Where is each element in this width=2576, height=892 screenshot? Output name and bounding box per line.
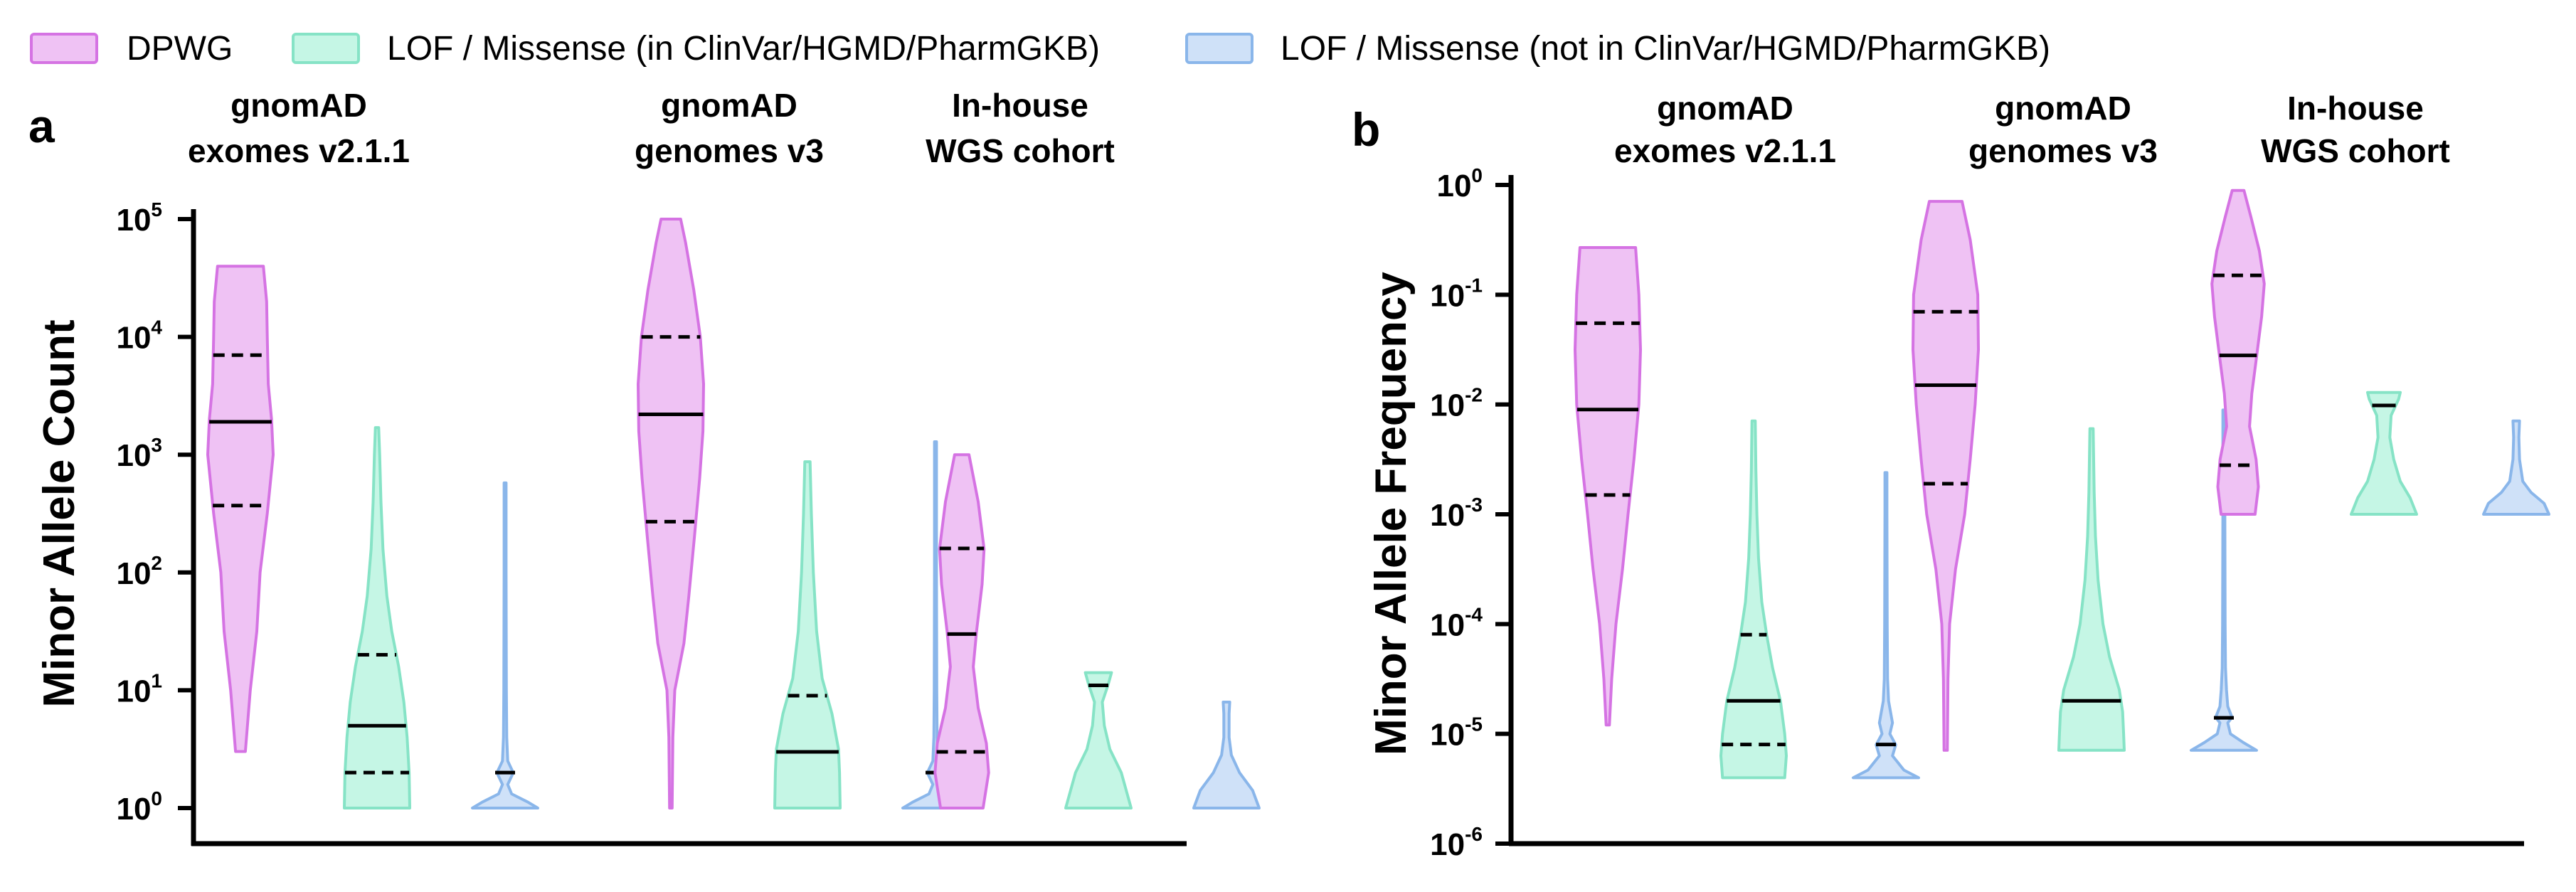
legend-label-in-clinvar: LOF / Missense (in ClinVar/HGMD/PharmGKB…	[387, 30, 1100, 68]
group-title-a-inhouse-1: WGS cohort	[926, 132, 1115, 169]
legend-swatch-dpwg	[30, 33, 98, 64]
violin-b-genomes-in-clinvar	[2057, 427, 2126, 752]
group-title-a-genomes-0: gnomAD	[661, 87, 797, 124]
panel-b-chart: 10-6 10-5 10-4 10-3 10-2 10-1 100 Minor Allele …	[1367, 90, 2550, 862]
y-tick-label-b-1: 10-5	[1430, 713, 1483, 753]
y-tick-label-b-6: 100	[1436, 164, 1483, 203]
group-title-a-inhouse-0: In-house	[952, 87, 1088, 124]
violin-b-exomes-in-clinvar	[1719, 419, 1788, 780]
y-tick-label-b-5: 10-1	[1430, 274, 1483, 313]
y-tick-label-b-0: 10-6	[1430, 823, 1483, 862]
y-tick-label-b-3: 10-3	[1430, 494, 1483, 533]
violin-b-genomes-dpwg	[1912, 200, 1980, 752]
legend-swatch-in-clinvar	[292, 33, 360, 64]
legend-item-not-in-clinvar: LOF / Missense (not in ClinVar/HGMD/Phar…	[1185, 30, 2050, 68]
violin-a-inhouse-not-in-clinvar	[1192, 701, 1261, 809]
legend-label-not-in-clinvar: LOF / Missense (not in ClinVar/HGMD/Phar…	[1281, 30, 2050, 68]
panel-letter-b: b	[1352, 103, 1380, 156]
y-tick-label-a-3: 103	[116, 434, 162, 473]
legend-label-dpwg: DPWG	[127, 30, 233, 68]
group-title-b-inhouse-0: In-house	[2287, 90, 2424, 127]
violin-a-inhouse-dpwg	[933, 453, 990, 809]
legend: DPWG LOF / Missense (in ClinVar/HGMD/Pha…	[30, 30, 2050, 68]
legend-swatch-not-in-clinvar	[1185, 33, 1253, 64]
violin-b-inhouse-in-clinvar	[2350, 391, 2418, 516]
violin-a-genomes-dpwg	[637, 218, 705, 809]
group-title-a-exomes-1: exomes v2.1.1	[188, 132, 410, 169]
legend-item-in-clinvar: LOF / Missense (in ClinVar/HGMD/PharmGKB…	[292, 30, 1100, 68]
y-tick-label-a-5: 105	[116, 198, 162, 238]
violin-a-exomes-not-in-clinvar	[471, 481, 539, 809]
violin-a-genomes-in-clinvar	[773, 460, 842, 809]
y-tick-label-b-2: 10-4	[1430, 603, 1483, 642]
y-tick-label-a-2: 102	[116, 552, 162, 591]
y-axis-label-a: Minor Allele Count	[35, 319, 84, 707]
group-title-b-genomes-0: gnomAD	[1995, 90, 2131, 127]
group-title-a-exomes-0: gnomAD	[230, 87, 367, 124]
group-title-b-exomes-0: gnomAD	[1657, 90, 1793, 127]
y-tick-label-a-0: 100	[116, 787, 162, 827]
violin-a-inhouse-in-clinvar	[1064, 671, 1133, 809]
y-tick-label-a-1: 101	[116, 669, 162, 708]
legend-item-dpwg: DPWG	[30, 30, 233, 68]
violin-b-inhouse-dpwg	[2210, 189, 2266, 516]
y-tick-label-a-4: 104	[116, 317, 162, 356]
panel-letter-a: a	[28, 100, 55, 152]
group-title-b-exomes-1: exomes v2.1.1	[1614, 132, 1836, 169]
group-title-b-inhouse-1: WGS cohort	[2261, 132, 2450, 169]
violin-a-exomes-dpwg	[206, 265, 275, 753]
group-title-a-genomes-1: genomes v3	[635, 132, 824, 169]
violin-b-exomes-not-in-clinvar	[1852, 471, 1920, 780]
violin-a-exomes-in-clinvar	[343, 426, 411, 809]
y-axis-label-b: Minor Allele Frequency	[1367, 272, 1416, 755]
violin-b-exomes-dpwg	[1574, 246, 1642, 727]
group-title-b-genomes-1: genomes v3	[1968, 132, 2158, 169]
violin-b-inhouse-not-in-clinvar	[2482, 419, 2550, 516]
y-tick-label-b-4: 10-2	[1430, 384, 1483, 423]
panel-a-chart: 100 101 102 103 104 105 Minor Allele Count gnom…	[35, 87, 1261, 846]
